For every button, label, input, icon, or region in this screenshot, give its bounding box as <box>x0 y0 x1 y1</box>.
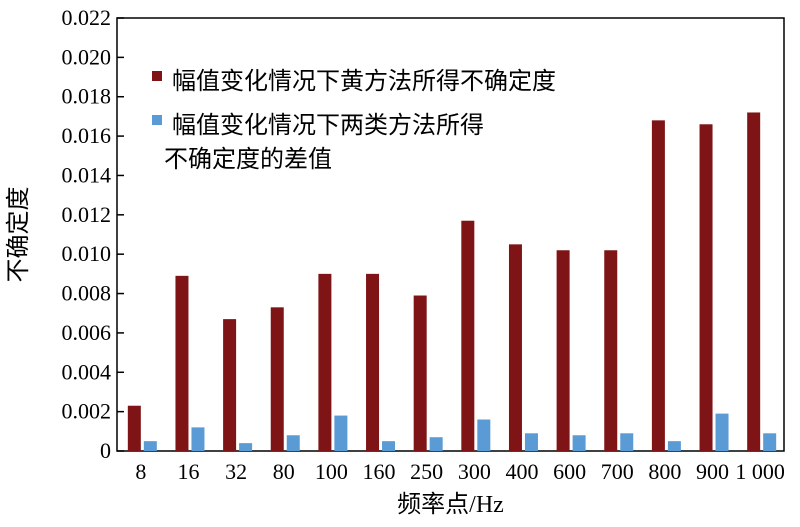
x-tick-label: 900 <box>696 459 729 484</box>
bar-uncertainty <box>318 273 332 451</box>
y-tick-label: 0.008 <box>62 281 112 306</box>
bar-uncertainty <box>699 124 713 452</box>
bar-difference <box>667 441 681 451</box>
x-tick-label: 100 <box>315 459 348 484</box>
y-tick-label: 0.010 <box>62 241 112 266</box>
y-tick-label: 0.006 <box>62 320 112 345</box>
x-axis-title: 频率点/Hz <box>397 491 504 518</box>
bar-difference <box>572 435 586 451</box>
y-tick-label: 0.014 <box>62 162 112 187</box>
legend-marker <box>152 71 162 81</box>
x-tick-label: 1 000 <box>735 459 785 484</box>
bar-difference <box>763 433 777 451</box>
bar-uncertainty <box>413 295 427 451</box>
bar-uncertainty <box>747 112 761 452</box>
plot-border <box>116 17 785 452</box>
bar-difference <box>239 443 253 451</box>
bar-difference <box>334 415 348 451</box>
x-tick-label: 16 <box>177 459 199 484</box>
bar-difference <box>429 437 443 451</box>
bar-uncertainty <box>508 244 522 451</box>
x-tick-label: 300 <box>458 459 491 484</box>
y-tick-label: 0.020 <box>62 44 112 69</box>
plot-frame <box>116 17 785 452</box>
x-tick-label: 600 <box>553 459 586 484</box>
bar-difference <box>191 427 205 451</box>
y-tick-label: 0.016 <box>62 123 112 148</box>
x-tick-label: 250 <box>410 459 443 484</box>
bar-difference <box>620 433 634 451</box>
y-tick-label: 0.018 <box>62 84 112 109</box>
bar-uncertainty <box>223 319 237 451</box>
bar-uncertainty <box>461 220 475 451</box>
x-tick-label: 160 <box>363 459 396 484</box>
legend-label: 幅值变化情况下两类方法所得 <box>172 112 484 139</box>
x-tick-label: 400 <box>505 459 538 484</box>
x-tick-label: 800 <box>648 459 681 484</box>
y-tick-label: 0 <box>100 438 111 463</box>
bar-difference <box>477 419 491 451</box>
x-tick-label: 700 <box>601 459 634 484</box>
bars <box>127 112 777 452</box>
bar-uncertainty <box>127 405 141 451</box>
y-tick-label: 0.004 <box>62 359 112 384</box>
bar-uncertainty <box>604 250 618 451</box>
x-tick-label: 8 <box>135 459 146 484</box>
legend-label: 幅值变化情况下黄方法所得不确定度 <box>172 68 556 95</box>
bar-uncertainty <box>175 275 189 451</box>
x-tick-label: 32 <box>225 459 247 484</box>
bar-difference <box>524 433 538 451</box>
bar-uncertainty <box>270 307 284 451</box>
y-axis-title: 不确定度 <box>5 187 32 283</box>
bar-difference <box>286 435 300 451</box>
y-tick-label: 0.012 <box>62 202 112 227</box>
x-tick-label: 80 <box>273 459 295 484</box>
legend-label: 不确定度的差值 <box>164 146 332 173</box>
y-axis: 0 0.002 0.004 0.006 0.008 0.010 0.012 0.014 0.01… <box>62 5 124 463</box>
legend-marker <box>152 115 162 125</box>
bar-difference <box>143 441 157 451</box>
bar-uncertainty <box>651 120 665 451</box>
bar-difference <box>715 413 729 451</box>
bar-difference <box>382 441 396 451</box>
x-axis: 8 16 32 80 100 160 250 300 400 600 700 800 900 1 000 <box>135 459 785 484</box>
bar-uncertainty <box>556 250 570 451</box>
bar-uncertainty <box>366 273 380 451</box>
y-tick-label: 0.002 <box>62 399 112 424</box>
y-tick-label: 0.022 <box>62 5 112 30</box>
